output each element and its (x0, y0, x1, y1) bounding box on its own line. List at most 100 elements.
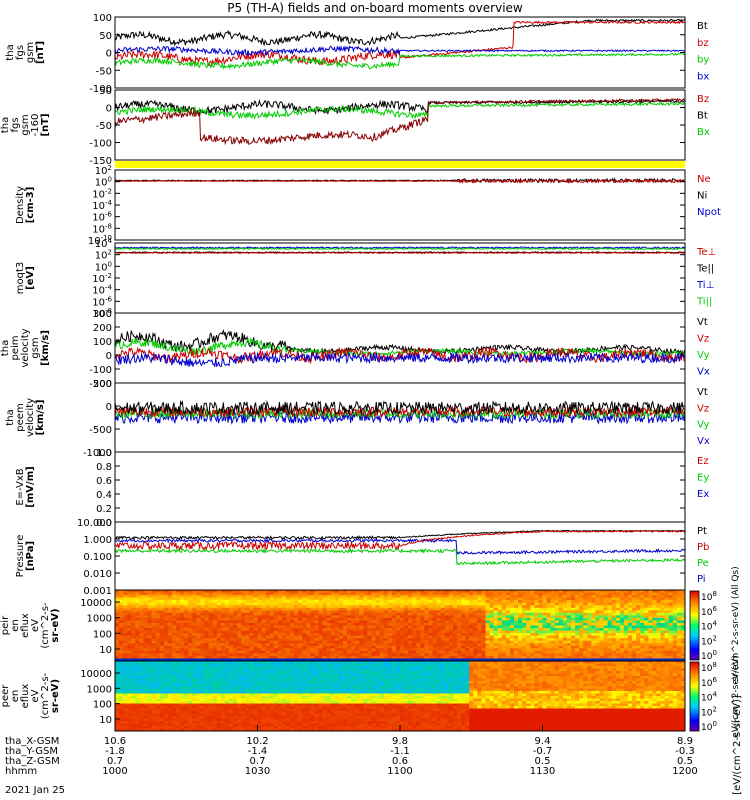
panel-2-ylabel-0: Density (15, 186, 26, 224)
panel-4-ylabel-1: peim (10, 335, 21, 360)
panel-7-ylabel-1: [nPa] (25, 541, 36, 571)
figure-title: P5 (TH-A) fields and on-board moments ov… (227, 1, 523, 15)
panel-0-tick-0: 100 (93, 13, 112, 24)
x-row-3-value-0: 1000 (102, 766, 127, 777)
x-row-label-0: tha_X-GSM (5, 736, 59, 747)
panel-4-tick-5: -200 (89, 379, 112, 390)
panel-4-tick-0: 300 (93, 309, 112, 320)
panel-4-series-2 (115, 346, 685, 365)
panel-4-ylabel-2: velocity (20, 328, 31, 367)
panel-5-legend-0: Vt (697, 387, 708, 398)
panel-0-ylabel-2: gsm (25, 42, 36, 63)
panel-9-tick-3: 10 (99, 715, 112, 726)
panel-7-tick-3: 0.010 (83, 569, 112, 580)
panel-3-legend-2: Ti⊥ (696, 280, 714, 291)
x-row-1-value-4: -0.3 (675, 746, 695, 757)
panel-5-ylabel-3: [km/s] (35, 400, 46, 436)
panel-0-tick-3: -50 (96, 66, 112, 77)
panel-6-tick-1: 0.8 (96, 462, 112, 473)
panel-5-ylabel-2: velocity (25, 398, 36, 437)
x-row-2-value-3: 0.5 (535, 756, 551, 767)
panel-7-series-1 (115, 537, 685, 556)
colorbar-1-label: eV/(cm^2-s-sr-eV) (731, 655, 741, 738)
panel-3-ylabel-1: [eV] (25, 266, 36, 290)
panel-3-legend-0: Te⊥ (696, 247, 716, 258)
panel-7-series-2 (115, 530, 685, 551)
panel-7-legend-1: Pb (697, 542, 709, 553)
panel-1-legend-2: Bx (697, 127, 710, 138)
colorbar-0-label: eV/(cm^2-s-sr-eV) (All Qs) (731, 566, 741, 684)
panel-5-legend-3: Vx (697, 436, 710, 447)
x-row-3-value-2: 1100 (387, 766, 412, 777)
panel-3-series-1 (115, 247, 685, 251)
panel-7-tick-2: 0.100 (83, 552, 112, 563)
panel-0-legend-0: Bt (697, 21, 708, 32)
panel-0-ylabel-0: tha (5, 44, 16, 60)
panel-8-tick-1: 1000 (87, 614, 112, 625)
panel-3: 10410210010-210-410-610-8Te⊥Te||Ti⊥Ti||m… (15, 237, 716, 320)
panel-1-series-2 (115, 97, 685, 146)
panel-1-tick-0: 50 (99, 86, 112, 97)
panel-2-legend-2: Npot (697, 207, 721, 218)
panel-0-series-0 (115, 18, 685, 47)
panel-7-legend-0: Pt (697, 526, 707, 537)
panel-4-legend-2: Vy (697, 350, 710, 361)
panel-9-ylabel-6: sr-eV) (50, 679, 61, 713)
colorbar-0-tick-0: 108 (701, 590, 717, 603)
panel-1-series-0 (115, 99, 685, 116)
colorbar-0-tick-1: 106 (701, 605, 717, 618)
panel-5-ylabel-1: peem (15, 403, 26, 431)
panel-1-ylabel-4: [nT] (40, 113, 51, 136)
panel-0-series-2 (115, 52, 685, 70)
panel-4-ylabel-4: [km/s] (40, 330, 51, 366)
panel-4-series-0 (115, 328, 685, 356)
panel-9-ylabel-0: tha (0, 688, 1, 704)
panel-1-ylabel-1: fgs (10, 117, 21, 132)
panel-4-legend-0: Vt (697, 317, 708, 328)
panel-6: 1.0 0.8 0.6 0.4 0.2 0.0 Ez Ey Ex E=-VxB [mV/m] (15, 448, 709, 529)
panel-8-ylabel-2: en (10, 619, 21, 632)
panel-7-tick-4: 0.001 (83, 586, 112, 597)
panel-4-legend-3: Vx (697, 367, 710, 378)
panel-0-legend-2: by (697, 55, 709, 66)
panel-0-ylabel-3: [nT] (35, 41, 46, 64)
panel-8-ylabel-1: peir (0, 615, 11, 635)
panel-9-tick-2: 100 (93, 700, 112, 711)
panel-5-tick-2: -500 (89, 425, 112, 436)
quality-bar (115, 161, 685, 168)
panel-4-ylabel-3: gsm (30, 337, 41, 358)
panel-2-legend-1: Ni (697, 191, 707, 202)
panel-9-ylabel-4: eV (30, 689, 41, 702)
panel-0-series-3 (115, 45, 685, 57)
panel-3-legend-1: Te|| (696, 264, 714, 275)
panel-8-ylabel-0: tha (0, 617, 1, 633)
panel-7-series-0 (115, 529, 685, 541)
colorbar-title: [eV/(cm^2-s-sr-eV)] (732, 695, 743, 795)
panel-7-legend-3: Pi (697, 574, 706, 585)
date-label: 2021 Jan 25 (5, 785, 65, 796)
x-row-0-value-3: 9.4 (535, 736, 551, 747)
panel-1-tick-3: -100 (89, 139, 112, 150)
panel-4-series-3 (115, 351, 685, 368)
x-row-0-value-0: 10.6 (104, 736, 126, 747)
x-row-2-value-4: 0.5 (677, 756, 693, 767)
panel-6-tick-4: 0.2 (96, 504, 112, 515)
x-row-3-value-4: 1200 (672, 766, 697, 777)
panel-6-ylabel-0: E=-VxB (15, 468, 26, 505)
panel-1-tick-2: -50 (96, 121, 112, 132)
panel-5-tick-1: 0 (106, 402, 112, 413)
panel-9-tick-1: 1000 (87, 684, 112, 695)
panel-0-legend-1: bz (697, 38, 709, 49)
panel-9: 10000 1000 100 10 thapeerenefluxeV(cm^2-s-sr… (0, 660, 686, 732)
panel-7: 10.000 1.000 0.100 0.010 0.001 Pt Pb Pe Pi Pressu… (15, 518, 709, 597)
panel-3-series-0 (115, 246, 685, 250)
x-row-0-value-2: 9.8 (392, 736, 408, 747)
panel-3-series-3 (115, 251, 685, 255)
panel-7-series-3 (115, 547, 685, 566)
panel-9-tick-0: 10000 (80, 669, 112, 680)
x-row-label-2: tha_Z-GSM (5, 756, 60, 767)
colorbar-1-tick-0: 108 (701, 661, 717, 674)
panel-6-tick-2: 0.6 (96, 476, 112, 487)
x-row-1-value-1: -1.4 (248, 746, 268, 757)
